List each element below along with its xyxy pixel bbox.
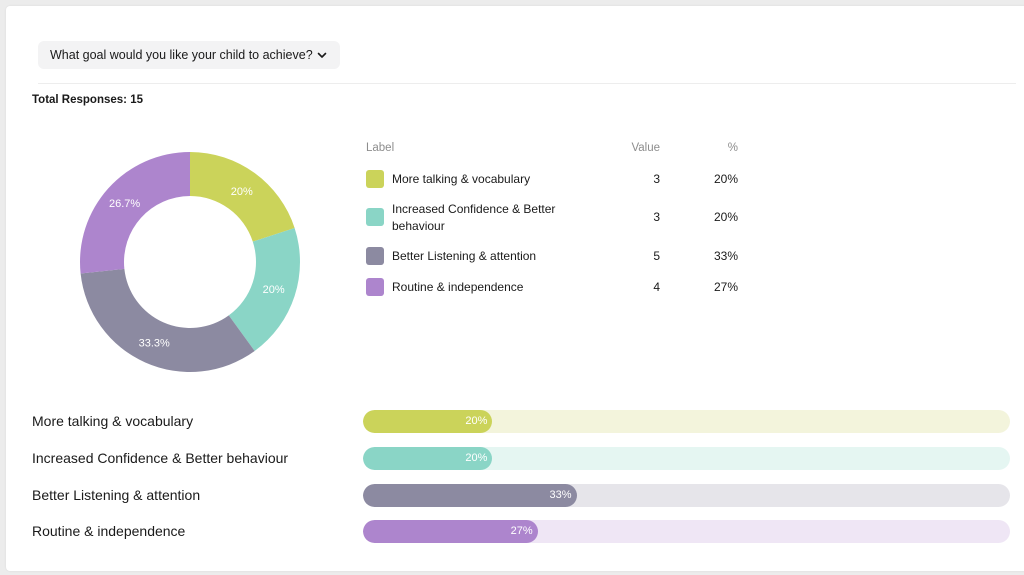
question-dropdown[interactable]: What goal would you like your child to a… [38,41,340,69]
legend-row: Routine & independence 4 27% [366,278,746,296]
bar-value-label: 20% [465,452,488,464]
legend-header-label: Label [366,142,395,154]
legend-row-value: 5 [653,249,660,263]
bar-value-label: 20% [465,415,488,427]
legend-swatch [366,278,384,296]
bar-track: 33% [363,484,1010,507]
donut-slice-label: 20% [231,186,253,198]
legend-row-percent: 33% [713,249,738,263]
donut-slice[interactable] [80,268,255,372]
legend-row-label: Routine & independence [392,280,524,294]
legend-header-percent: % [727,142,738,154]
total-responses: Total Responses: 15 [32,94,143,106]
bar-fill: 27% [363,520,538,543]
legend-row-value: 3 [653,172,660,186]
bar-row: Increased Confidence & Better behaviour … [32,447,1012,471]
donut-slice[interactable] [80,152,190,274]
legend-swatch [366,247,384,265]
bar-fill: 33% [363,484,577,507]
bar-track: 20% [363,410,1010,433]
legend-header-value: Value [631,142,660,154]
legend-row-value: 4 [653,280,660,294]
donut-slice[interactable] [228,228,300,351]
donut-slice-label: 33.3% [139,337,170,349]
bar-row: Better Listening & attention 33% [32,484,1012,508]
donut-slice[interactable] [190,152,295,242]
bar-row: Routine & independence 27% [32,520,1012,544]
legend-row-value: 3 [653,210,660,224]
legend-row-percent: 27% [713,280,738,294]
chevron-down-icon [316,49,328,61]
donut-chart: 20% 20% 33.3% 26.7% [80,152,300,372]
legend-row-label: More talking & vocabulary [392,172,531,186]
legend-swatch [366,170,384,188]
legend-swatch [366,208,384,226]
header-divider [38,83,1016,84]
donut-slice-label: 26.7% [109,198,140,210]
bar-value-label: 33% [549,489,572,501]
legend-table: Label Value % More talking & vocabulary … [366,140,746,296]
bar-track: 27% [363,520,1010,543]
bar-label: Routine & independence [32,523,186,539]
bar-fill: 20% [363,447,493,470]
legend-row-percent: 20% [713,210,738,224]
legend-row: Increased Confidence & Better behaviour … [366,201,746,235]
legend-row-label: Increased Confidence & Better behaviour [392,202,556,233]
legend-row-percent: 20% [713,172,738,186]
bar-row: More talking & vocabulary 20% [32,410,1012,434]
results-card: What goal would you like your child to a… [6,6,1024,571]
bar-label: Increased Confidence & Better behaviour [32,450,289,466]
bar-fill: 20% [363,410,493,433]
legend-row: More talking & vocabulary 3 20% [366,170,746,188]
bar-value-label: 27% [510,525,533,537]
legend-row-label: Better Listening & attention [392,249,537,263]
bar-label: More talking & vocabulary [32,413,194,429]
donut-slice-label: 20% [263,284,285,296]
bar-label: Better Listening & attention [32,487,201,503]
bar-track: 20% [363,447,1010,470]
question-dropdown-label: What goal would you like your child to a… [50,48,313,62]
legend-row: Better Listening & attention 5 33% [366,247,746,265]
legend-header: Label Value % [366,140,746,158]
